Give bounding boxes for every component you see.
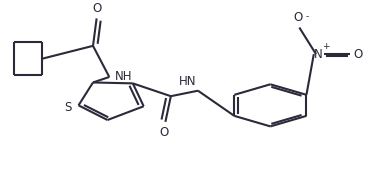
Text: O: O — [293, 11, 302, 24]
Text: N: N — [314, 48, 323, 61]
Text: NH: NH — [115, 69, 132, 83]
Text: S: S — [65, 101, 72, 114]
Text: HN: HN — [179, 75, 196, 88]
Text: O: O — [159, 126, 168, 139]
Text: O: O — [353, 48, 362, 61]
Text: -: - — [306, 12, 309, 21]
Text: +: + — [322, 42, 329, 51]
Text: O: O — [92, 2, 101, 15]
